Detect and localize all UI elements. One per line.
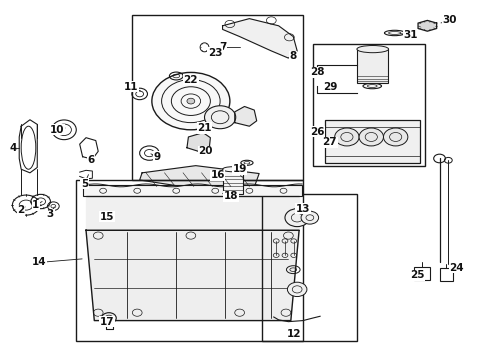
Ellipse shape (358, 128, 383, 146)
Text: 18: 18 (223, 191, 238, 201)
Ellipse shape (362, 84, 381, 89)
Bar (261, 194, 356, 341)
Bar (439, 267, 452, 281)
Ellipse shape (152, 72, 229, 130)
Polygon shape (140, 166, 259, 188)
Bar (325, 121, 419, 163)
Text: 27: 27 (322, 138, 336, 147)
Text: 13: 13 (295, 204, 309, 214)
Text: 23: 23 (207, 48, 222, 58)
Bar (222, 169, 243, 194)
Text: 6: 6 (87, 155, 94, 165)
Text: 8: 8 (289, 51, 296, 61)
Bar (82, 185, 302, 196)
Ellipse shape (356, 45, 388, 53)
Ellipse shape (384, 30, 404, 36)
Text: 31: 31 (402, 30, 417, 40)
Text: 9: 9 (153, 152, 160, 162)
Bar (76, 180, 303, 341)
Text: 2: 2 (18, 206, 25, 216)
Bar (356, 49, 387, 83)
Ellipse shape (301, 211, 318, 224)
Text: 25: 25 (409, 270, 424, 280)
Ellipse shape (287, 282, 306, 297)
Text: 26: 26 (310, 127, 324, 136)
Text: 1: 1 (32, 200, 40, 210)
Text: 3: 3 (47, 209, 54, 219)
Ellipse shape (186, 98, 194, 104)
Ellipse shape (204, 106, 235, 129)
Polygon shape (86, 196, 299, 230)
Text: 29: 29 (322, 82, 336, 92)
Text: 28: 28 (310, 67, 324, 77)
Polygon shape (417, 21, 436, 31)
Text: 16: 16 (210, 170, 224, 180)
Text: 19: 19 (232, 164, 246, 174)
Ellipse shape (285, 209, 309, 226)
Polygon shape (234, 107, 256, 126)
Ellipse shape (334, 128, 358, 146)
Text: 4: 4 (9, 143, 17, 153)
Ellipse shape (102, 313, 116, 323)
Text: 24: 24 (448, 263, 463, 273)
Bar (413, 267, 429, 280)
Text: 20: 20 (198, 146, 212, 156)
Ellipse shape (222, 167, 243, 172)
Text: 17: 17 (100, 317, 114, 327)
Polygon shape (186, 133, 210, 152)
Text: 10: 10 (49, 125, 64, 135)
Text: 15: 15 (100, 212, 114, 221)
Polygon shape (222, 19, 297, 58)
Bar (132, 15, 303, 180)
Text: 30: 30 (441, 15, 456, 26)
Ellipse shape (383, 128, 407, 146)
Text: 22: 22 (183, 75, 198, 85)
Text: 21: 21 (197, 123, 211, 133)
Text: 12: 12 (286, 329, 301, 339)
Text: 7: 7 (219, 42, 226, 52)
Text: 5: 5 (81, 179, 88, 189)
Text: 14: 14 (31, 257, 46, 267)
Text: 11: 11 (124, 82, 138, 92)
Bar (312, 44, 424, 166)
Polygon shape (86, 230, 299, 320)
